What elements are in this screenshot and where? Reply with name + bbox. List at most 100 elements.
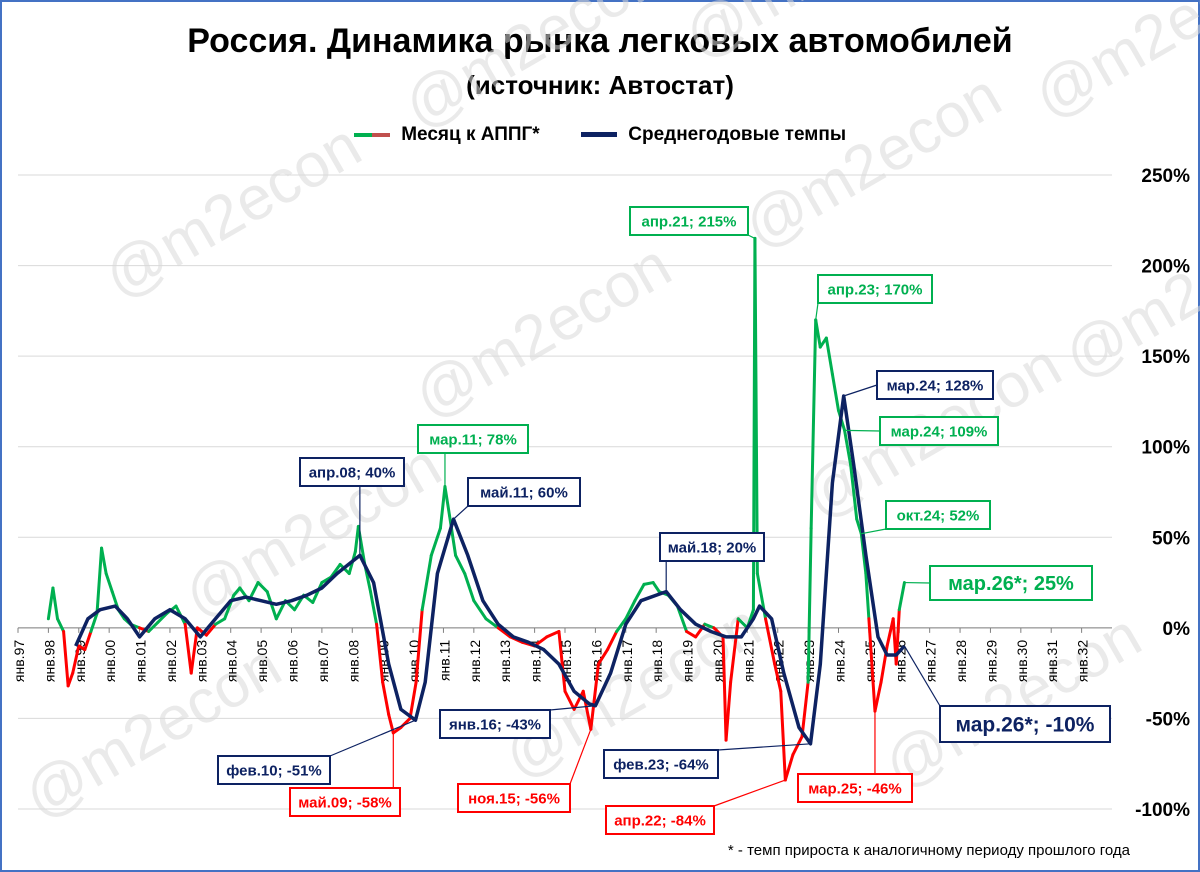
annotation-navy-label: мар.24; 128%	[887, 377, 984, 394]
series-monthly-segment	[83, 629, 93, 652]
annotation-green-label: мар.24; 109%	[891, 423, 988, 440]
y-tick-label: -100%	[1135, 800, 1190, 821]
x-tick-label: янв.18	[649, 640, 665, 682]
series-monthly-segment	[484, 617, 500, 630]
annotation-navy-label-leader	[903, 645, 941, 707]
legend-label-annual: Среднегодовые темпы	[628, 124, 847, 145]
x-tick-label: янв.16	[588, 640, 604, 682]
annotation-green-label-leader	[861, 528, 887, 535]
x-tick-label: янв.97	[11, 640, 27, 682]
annotation-navy-label-box	[603, 749, 719, 779]
watermark-text: @m2econ	[673, 0, 953, 72]
x-tick-label: янв.25	[862, 640, 878, 682]
series-monthly-segment	[773, 662, 783, 693]
x-tick-label: янв.01	[133, 640, 149, 682]
series-monthly-segment	[156, 611, 169, 624]
x-tick-label: янв.30	[1014, 640, 1030, 682]
watermark-text: @m2econ	[393, 0, 673, 142]
series-monthly-segment	[736, 617, 749, 630]
footnote: * - темп прироста к аналогичному периоду…	[727, 842, 1130, 859]
annotation-green-label-box	[817, 274, 933, 304]
annotation-navy-label-box	[467, 477, 581, 507]
annotation-green-label: окт.24; 52%	[897, 507, 980, 524]
annotation-green-label: мар.26*; 25%	[948, 573, 1074, 595]
series-monthly-segment	[71, 644, 81, 675]
y-tick-label: 0%	[1163, 619, 1191, 640]
annotation-navy-label-box	[299, 457, 405, 487]
series-monthly-segment	[472, 599, 488, 621]
series-monthly-segment	[454, 553, 467, 576]
annotation-green-label: апр.21; 215%	[642, 213, 737, 230]
series-monthly-segment	[391, 725, 403, 735]
x-tick-label: янв.19	[680, 640, 696, 682]
annotation-green-label-box	[629, 206, 749, 236]
series-monthly-segment	[443, 485, 452, 518]
series-monthly-segment	[448, 514, 458, 557]
x-tick-label: янв.12	[467, 640, 483, 682]
series-monthly-segment	[855, 517, 863, 536]
annotation-red-label: май.09; -58%	[298, 794, 392, 811]
annotation-red-label-box	[289, 787, 401, 817]
series-monthly-segment	[873, 680, 883, 713]
series-monthly-segment	[311, 581, 324, 604]
annotation-red-label-box	[605, 805, 715, 835]
x-tick-label: янв.98	[41, 640, 57, 682]
series-monthly-segment	[642, 581, 655, 586]
x-tick-label: янв.02	[163, 640, 179, 682]
series-monthly-segment	[897, 581, 906, 612]
watermark-text: @m2econ	[733, 61, 1013, 263]
series-monthly-segment	[56, 617, 66, 633]
annotation-red-label-box	[797, 773, 913, 803]
series-annual-line	[74, 394, 906, 746]
series-monthly-segment	[414, 608, 424, 684]
annotation-navy-label-leader	[549, 705, 596, 711]
annotation-navy-label: мар.26*; -10%	[956, 714, 1095, 737]
series-monthly-segment	[256, 581, 269, 594]
series-monthly-segment	[62, 629, 70, 688]
series-monthly-segment	[843, 428, 853, 467]
x-tick-label: янв.08	[345, 640, 361, 682]
series-monthly-segment	[563, 689, 576, 711]
series-monthly-segment	[147, 620, 160, 633]
annotation-green-label: мар.11; 78%	[429, 431, 517, 448]
series-monthly-segment	[864, 572, 871, 621]
series-monthly-segment	[95, 546, 104, 615]
series-monthly-segment	[420, 553, 433, 612]
watermark-text: @m2econ	[873, 601, 1153, 803]
series-monthly-segment	[214, 617, 227, 626]
series-monthly-segment	[189, 626, 199, 675]
x-tick-label: янв.07	[315, 640, 331, 682]
watermark-text: @m2econ	[1023, 0, 1200, 132]
y-tick-label: 50%	[1152, 528, 1190, 549]
x-tick-label: янв.17	[619, 640, 635, 682]
annotation-navy-label-box	[217, 755, 331, 785]
series-monthly-segment	[100, 546, 108, 576]
annotation-red-label: ноя.15; -56%	[468, 790, 560, 807]
watermark-text: @m2econ	[93, 111, 373, 313]
series-monthly-segment	[545, 629, 561, 639]
annotation-navy-label: май.18; 20%	[668, 539, 757, 556]
series-monthly-segment	[429, 526, 442, 557]
series-monthly-segment	[89, 611, 99, 633]
series-monthly-segment	[375, 622, 385, 684]
series-monthly-segment	[66, 671, 75, 688]
y-tick-label: 250%	[1141, 166, 1190, 187]
legend-swatch-annual	[580, 132, 617, 138]
series-monthly-segment	[496, 626, 512, 639]
annotation-red-label-leader	[569, 729, 592, 785]
annotation-red-label: апр.22; -84%	[614, 812, 706, 829]
annotation-navy-label: фев.23; -64%	[613, 756, 709, 773]
series-monthly-segment	[824, 336, 834, 376]
series-monthly	[46, 236, 906, 782]
annotation-red-label: мар.25; -46%	[808, 780, 901, 797]
annotation-red-label-leader	[713, 779, 786, 807]
legend-item-monthly: Месяц к АППГ*	[353, 124, 540, 146]
annotation-green-label: апр.23; 170%	[828, 281, 923, 298]
series-monthly-segment	[651, 581, 661, 594]
series-monthly-segment	[572, 689, 585, 711]
annotation-navy-label: май.11; 60%	[480, 484, 568, 501]
series-monthly-segment	[329, 562, 342, 579]
series-monthly-segment	[729, 617, 740, 684]
y-tick-label: 200%	[1141, 257, 1190, 278]
